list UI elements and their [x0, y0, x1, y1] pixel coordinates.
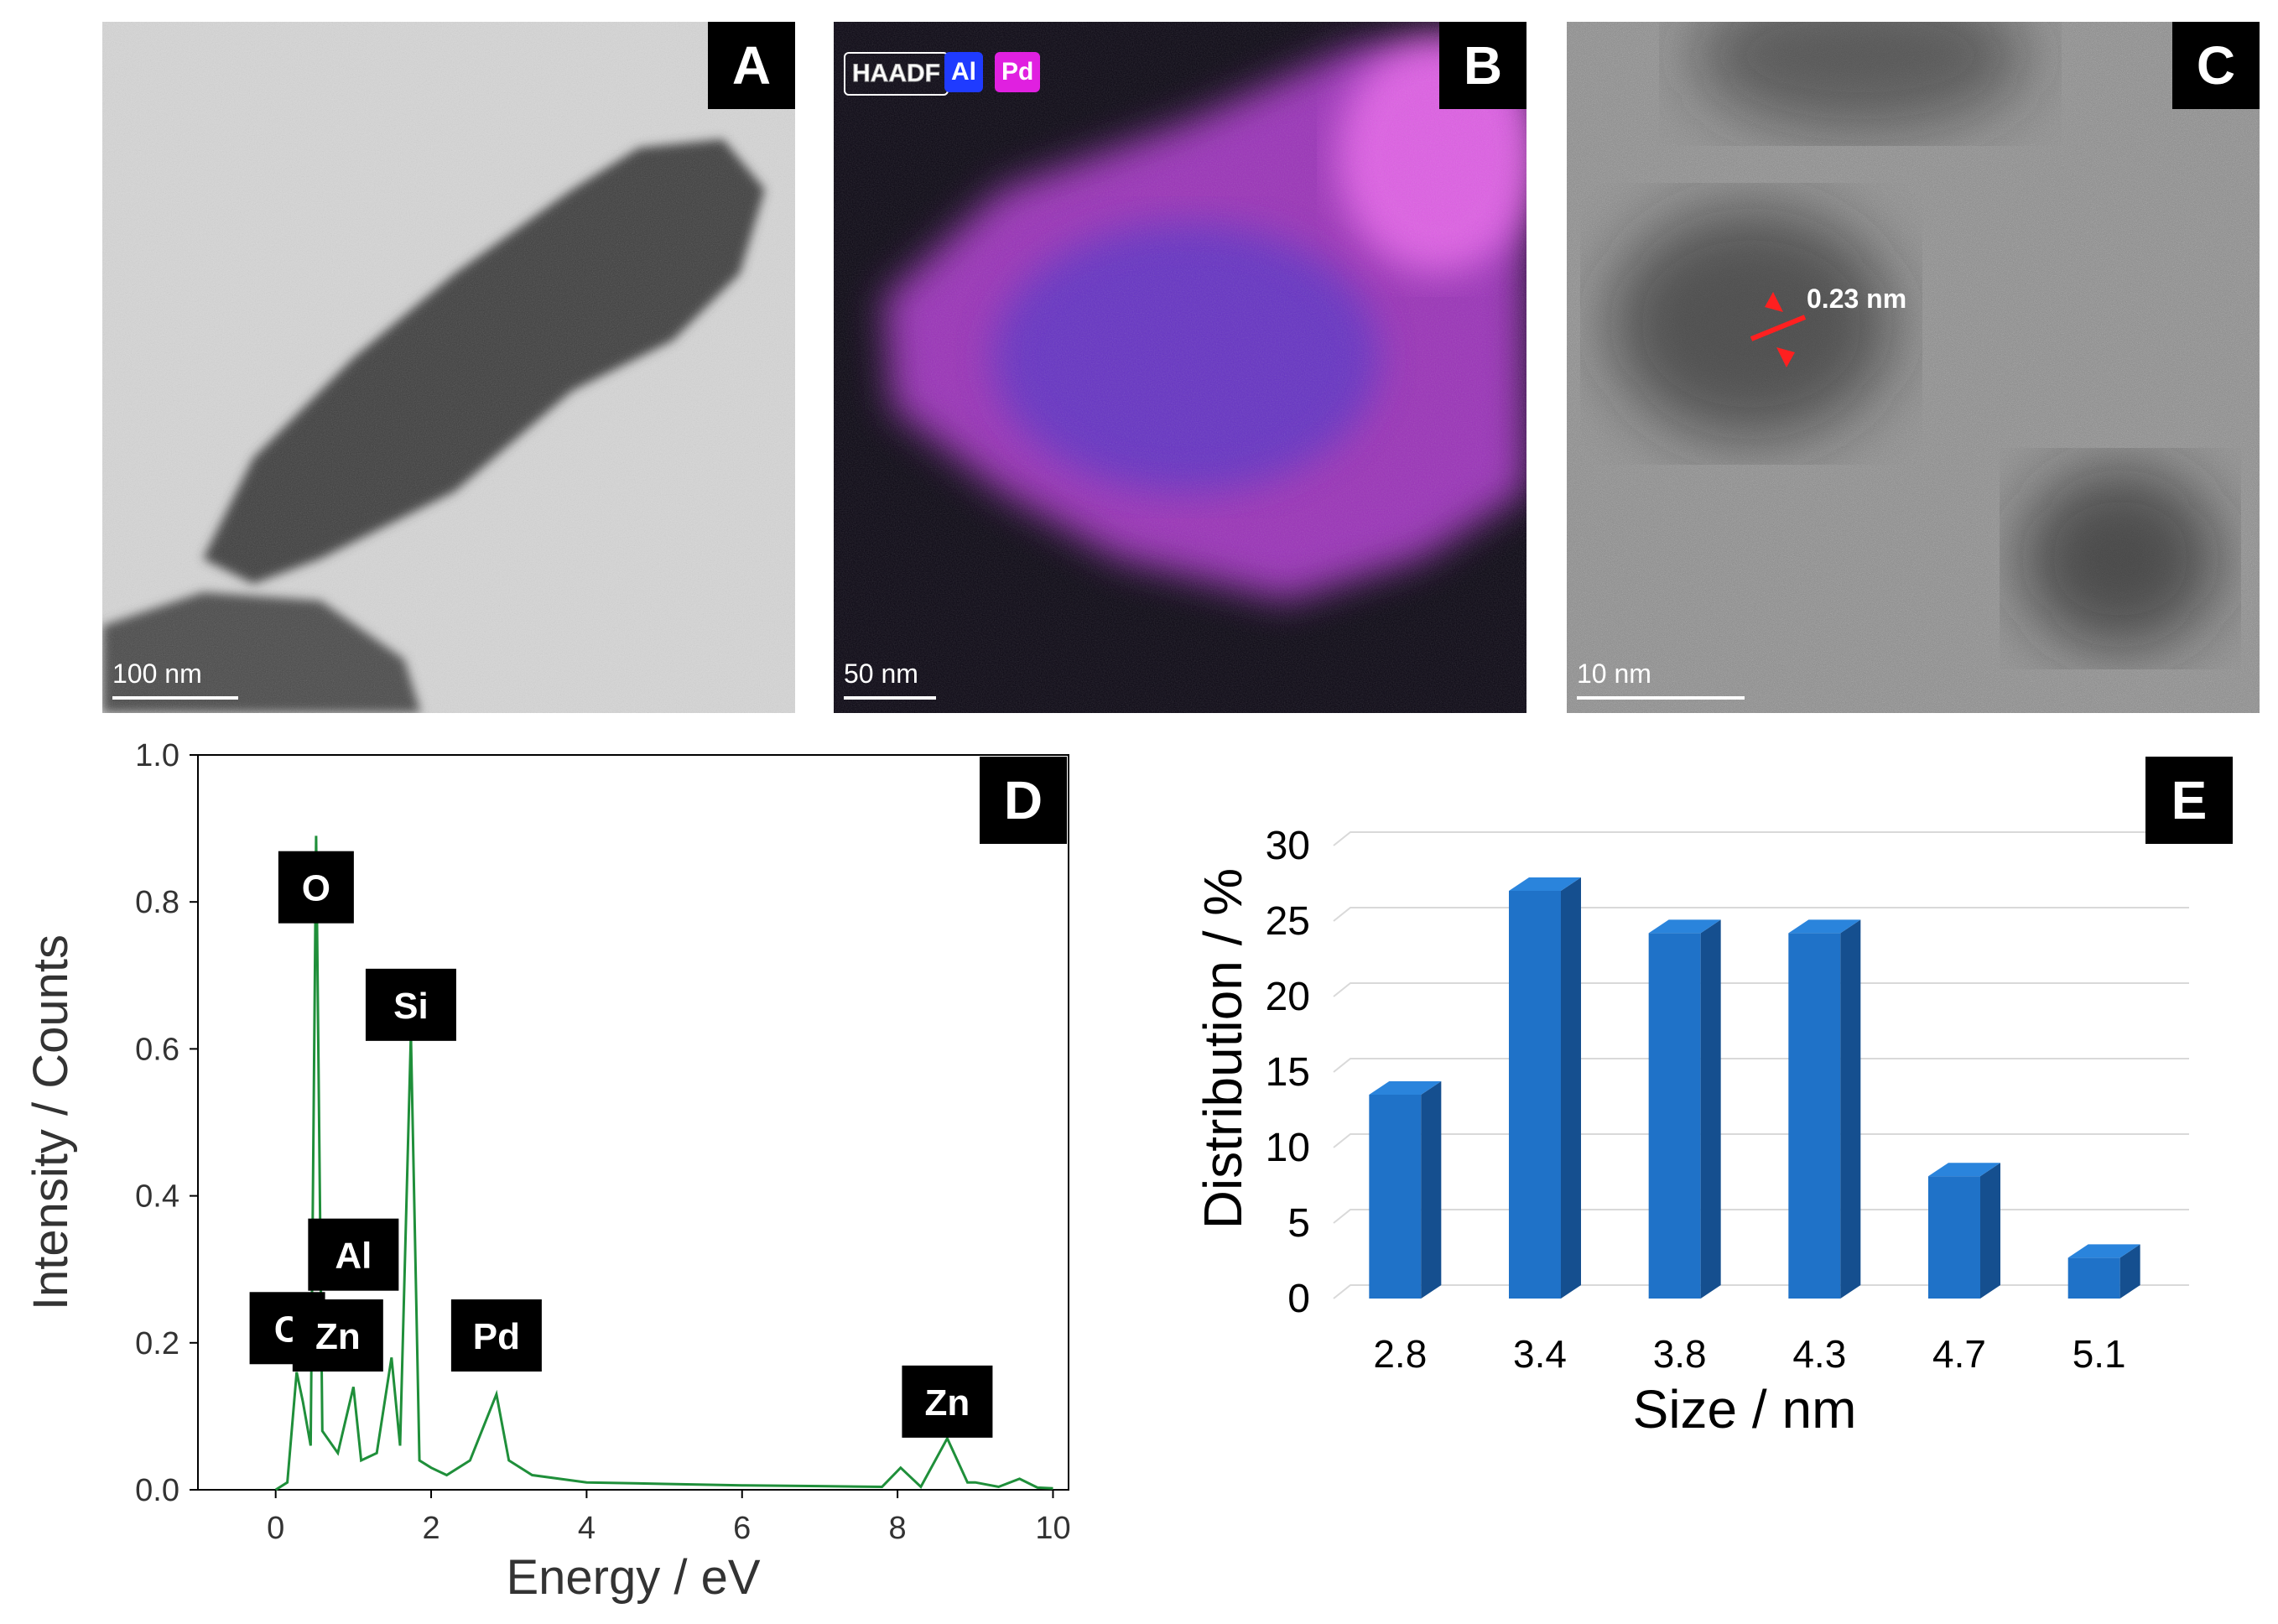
xtick-label-e: 5.1 — [2073, 1332, 2126, 1376]
panel-e-ylabel: Distribution / % — [1193, 868, 1253, 1229]
ytick-label-d: 0.0 — [135, 1473, 179, 1508]
peak-label: Zn — [315, 1316, 361, 1357]
bar-side — [1421, 1081, 1442, 1299]
panel-b-scale-bar — [844, 696, 936, 700]
panel-d-letter: D — [980, 757, 1067, 844]
panel-e-xlabel: Size / nm — [1633, 1379, 1857, 1439]
xtick-label-e: 3.4 — [1513, 1332, 1567, 1376]
gridline-e — [1333, 907, 2189, 922]
ytick-label-d: 1.0 — [135, 738, 179, 773]
bar-top — [2067, 1244, 2140, 1258]
panel-c-hrtem-image: 0.23 nm C 10 nm — [1567, 22, 2260, 713]
xtick-label-d: 6 — [733, 1511, 751, 1546]
panel-c-micrograph — [1567, 22, 2260, 713]
peak-label: Si — [393, 986, 429, 1027]
bar-top — [1369, 1081, 1442, 1095]
peak-label-box — [902, 1365, 993, 1438]
gridline-e — [1333, 1284, 2189, 1299]
gridline-e — [1333, 1133, 2189, 1148]
bar-top — [1928, 1163, 2000, 1177]
panel-a-tem-image: A 100 nm — [102, 22, 795, 713]
bar-front — [1928, 1176, 1980, 1299]
peak-label-box — [450, 1299, 542, 1372]
bar-top — [1509, 877, 1581, 891]
ytick-label-d: 0.6 — [135, 1032, 179, 1067]
ytick-label-e: 5 — [1287, 1201, 1310, 1246]
bar-side — [1980, 1163, 2000, 1299]
panel-a-letter: A — [708, 22, 795, 109]
xtick-label-e: 4.3 — [1792, 1332, 1846, 1376]
lattice-spacing-label: 0.23 nm — [1807, 284, 1907, 314]
bar-side — [1840, 919, 1861, 1299]
bar-front — [1648, 933, 1701, 1299]
peak-label-box — [292, 1299, 383, 1372]
bar-front — [1788, 933, 1841, 1299]
gridline-e — [1333, 982, 2189, 997]
ytick-label-e: 0 — [1287, 1277, 1310, 1321]
panel-c-letter: C — [2172, 22, 2260, 109]
peak-label: Zn — [925, 1382, 970, 1424]
ytick-label-e: 30 — [1266, 824, 1310, 868]
panel-e-letter: E — [2145, 757, 2233, 844]
ytick-label-d: 0.4 — [135, 1179, 179, 1215]
peak-label: O — [302, 868, 330, 909]
ytick-label-e: 10 — [1266, 1126, 1310, 1170]
bar-side — [1561, 877, 1581, 1299]
lattice-measure-line — [1750, 315, 1807, 341]
xtick-label-d: 8 — [889, 1511, 907, 1546]
legend-pd: Pd — [995, 52, 1041, 92]
peak-label-box — [308, 1218, 399, 1291]
ytick-label-d: 0.2 — [135, 1326, 179, 1361]
ytick-label-d: 0.8 — [135, 885, 179, 920]
panel-c-scale-label: 10 nm — [1577, 658, 1651, 689]
xtick-label-e: 4.7 — [1932, 1332, 1986, 1376]
gridline-e — [1333, 831, 2189, 846]
panel-b-letter: B — [1439, 22, 1526, 109]
xtick-label-e: 2.8 — [1373, 1332, 1427, 1376]
xtick-label-d: 2 — [422, 1511, 439, 1546]
peak-label: Al — [335, 1236, 372, 1277]
ytick-label-e: 25 — [1266, 899, 1310, 944]
panel-c-scale-bar — [1577, 696, 1745, 700]
bar-side — [1700, 919, 1721, 1299]
panel-d-xlabel: Energy / eV — [506, 1550, 760, 1605]
bar-front — [1509, 891, 1561, 1299]
lattice-arrow-bottom — [1776, 347, 1795, 367]
panel-d-ylabel: Intensity / Counts — [23, 934, 78, 1310]
legend-haadf: HAADF — [844, 52, 949, 96]
panel-e-size-distribution: 0 5 10 15 20 25 30 2.8 3.4 3.8 4.3 4.7 5.1 Size / n… — [1193, 824, 2189, 1439]
panel-b-scale-label: 50 nm — [844, 658, 918, 689]
peak-label-box — [365, 968, 456, 1041]
panel-b-eds-map: HAADF Al Pd B 50 nm — [834, 22, 1526, 713]
panel-b-map-image — [834, 22, 1526, 713]
bar-top — [1648, 919, 1721, 934]
panel-a-scale-bar — [112, 696, 238, 700]
gridline-e — [1333, 1058, 2189, 1073]
xtick-label-e: 3.8 — [1653, 1332, 1707, 1376]
peak-label-box — [278, 851, 354, 924]
xtick-label-d: 4 — [578, 1511, 596, 1546]
peak-label: Pd — [473, 1316, 520, 1357]
bar-front — [2067, 1257, 2120, 1299]
ytick-label-e: 15 — [1266, 1050, 1310, 1095]
panel-a-micrograph — [102, 22, 795, 713]
panel-a-scale-label: 100 nm — [112, 658, 202, 689]
bar-side — [2119, 1244, 2140, 1299]
xtick-label-d: 10 — [1035, 1511, 1070, 1546]
gridline-e — [1333, 1209, 2189, 1224]
xtick-label-d: 0 — [267, 1511, 284, 1546]
lattice-arrow-top — [1765, 292, 1783, 312]
ytick-label-e: 20 — [1266, 975, 1310, 1019]
legend-al: Al — [944, 52, 983, 92]
bar-top — [1788, 919, 1861, 934]
bar-front — [1369, 1095, 1422, 1299]
